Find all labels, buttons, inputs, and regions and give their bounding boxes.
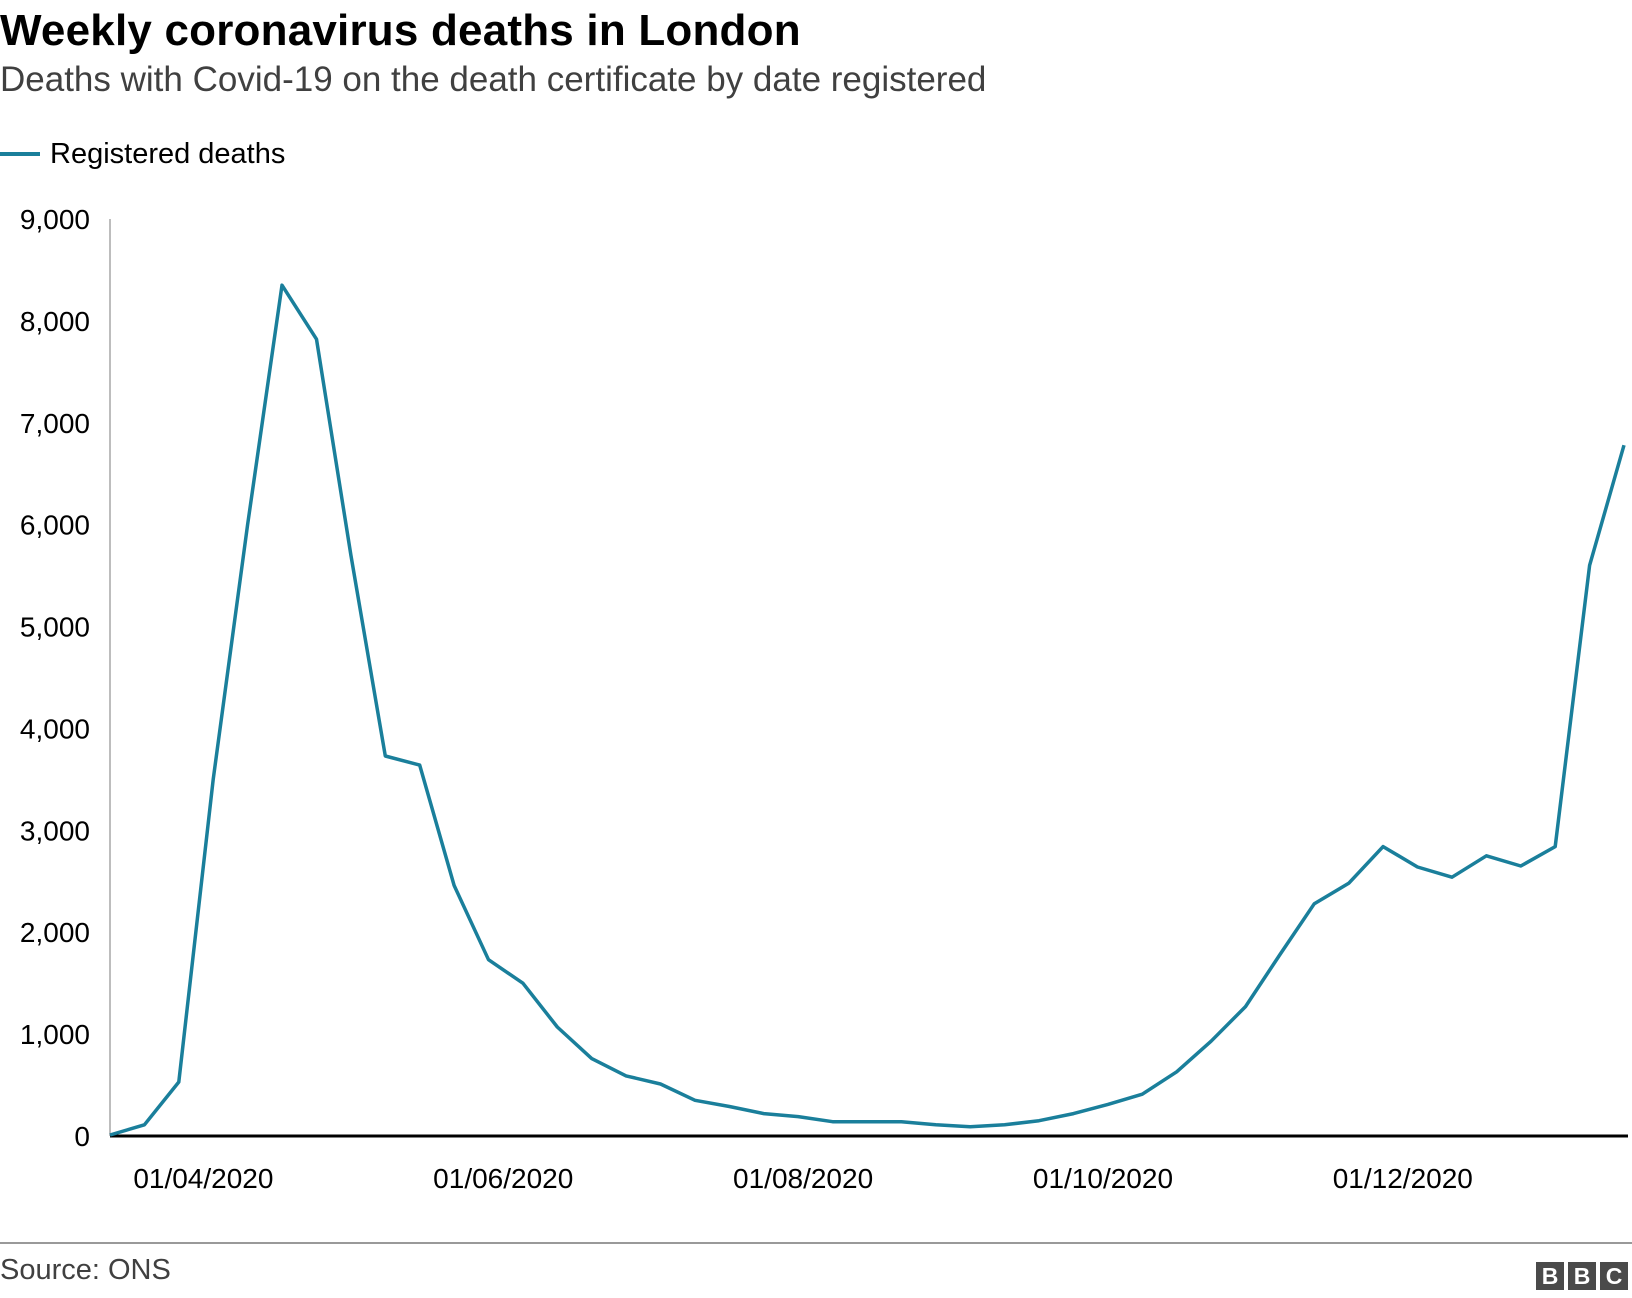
chart-subtitle: Deaths with Covid-19 on the death certif… <box>0 60 987 99</box>
series-group <box>109 283 1626 1137</box>
legend: Registered deaths <box>0 136 285 172</box>
chart-title: Weekly coronavirus deaths in London <box>0 6 801 55</box>
x-tick-label: 01/06/2020 <box>433 1163 573 1194</box>
y-tick-label: 3,000 <box>20 815 90 846</box>
line-chart: 0 1,000 2,000 3,000 4,000 5,000 6,000 7,000 8,00… <box>20 204 1628 1194</box>
y-axis-ticks: 0 1,000 2,000 3,000 4,000 5,000 6,000 7,000 8,00… <box>20 204 90 1152</box>
logo-letter: B <box>1568 1262 1596 1290</box>
x-tick-label: 01/12/2020 <box>1333 1163 1473 1194</box>
y-tick-label: 5,000 <box>20 612 90 643</box>
x-tick-label: 01/04/2020 <box>133 1163 273 1194</box>
y-tick-label: 2,000 <box>20 917 90 948</box>
y-tick-label: 8,000 <box>20 306 90 337</box>
y-tick-label: 4,000 <box>20 713 90 744</box>
y-tick-label: 9,000 <box>20 204 90 235</box>
legend-label: Registered deaths <box>50 137 286 170</box>
source-note: Source: ONS <box>0 1254 171 1286</box>
bbc-logo: B B C <box>1536 1262 1628 1290</box>
y-tick-label: 1,000 <box>20 1019 90 1050</box>
x-tick-label: 01/08/2020 <box>733 1163 873 1194</box>
x-axis-ticks: 01/04/2020 01/06/2020 01/08/2020 01/10/2020… <box>133 1163 1473 1194</box>
y-tick-label: 0 <box>74 1121 90 1152</box>
y-tick-label: 7,000 <box>20 408 90 439</box>
y-tick-label: 6,000 <box>20 510 90 541</box>
legend-swatch <box>0 152 40 156</box>
x-tick-label: 01/10/2020 <box>1033 1163 1173 1194</box>
footer-divider <box>0 1242 1632 1244</box>
logo-letter: B <box>1536 1262 1564 1290</box>
series-line <box>109 283 1626 1137</box>
logo-letter: C <box>1600 1262 1628 1290</box>
